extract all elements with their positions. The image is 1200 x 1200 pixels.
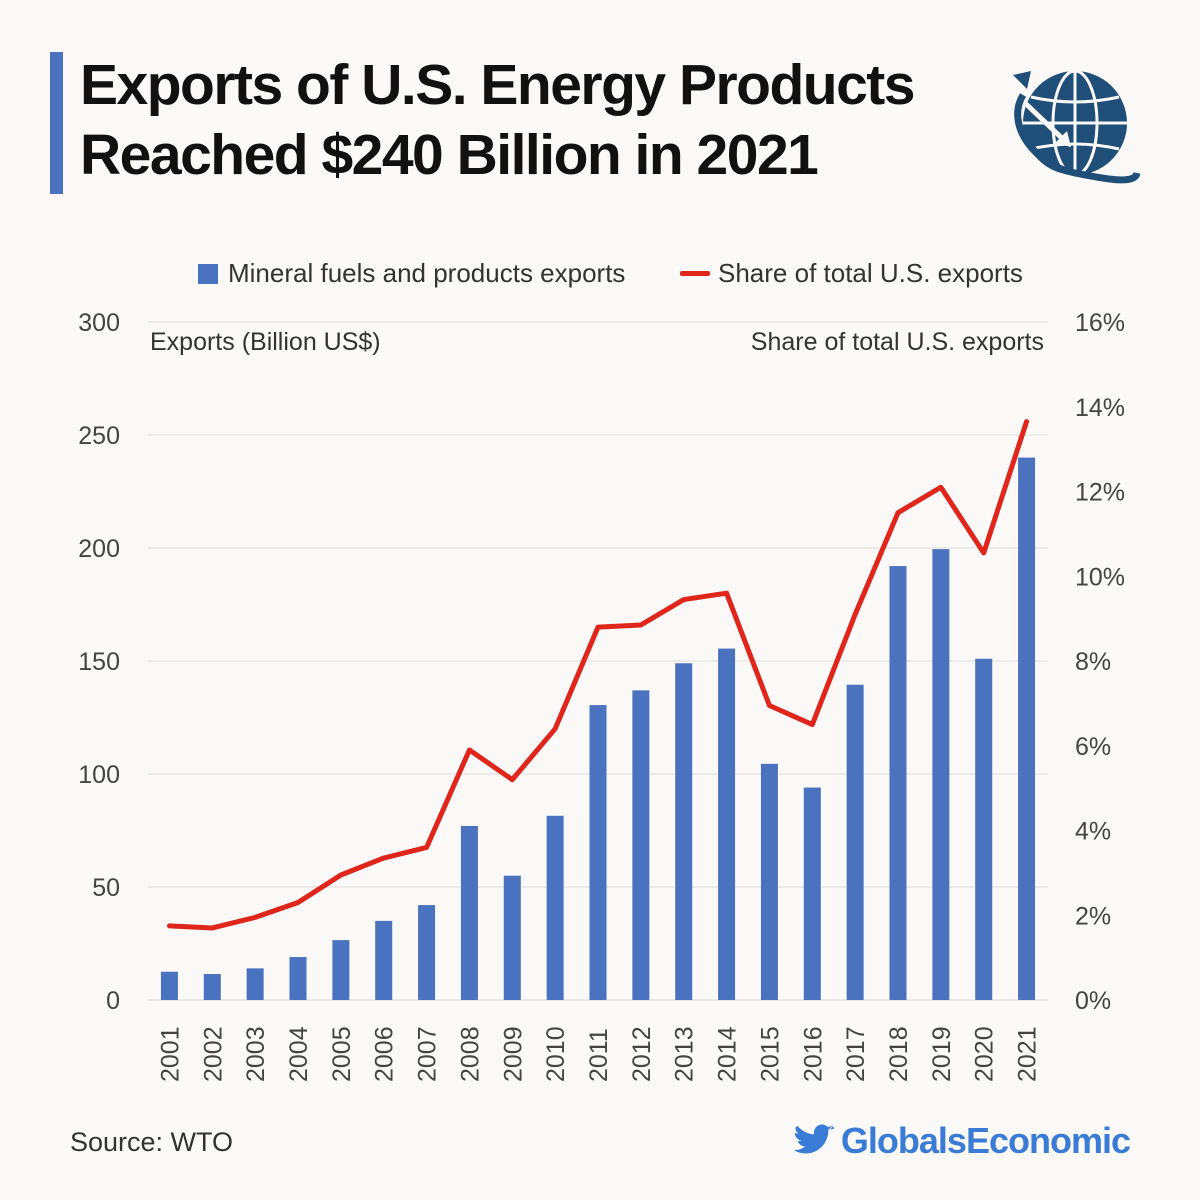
twitter-bird-icon	[794, 1124, 835, 1154]
legend-item-bars: Mineral fuels and products exports	[198, 258, 625, 289]
x-tick-label: 2018	[885, 1026, 913, 1082]
bar	[718, 648, 736, 1000]
x-tick-label: 2002	[199, 1026, 227, 1082]
bar	[589, 705, 607, 1000]
x-tick-label: 2012	[628, 1026, 656, 1082]
bar	[632, 690, 650, 1000]
y-tick-label: 100	[78, 761, 120, 789]
y-tick-label: 150	[78, 648, 120, 676]
brand-signature: GlobalsEconomic	[794, 1120, 1131, 1162]
bar	[246, 968, 264, 1000]
bar	[760, 763, 778, 1000]
x-tick-label: 2015	[756, 1026, 784, 1082]
legend-label-bars: Mineral fuels and products exports	[228, 258, 626, 288]
legend-bar-swatch	[198, 263, 218, 284]
x-tick-label: 2013	[671, 1026, 699, 1082]
y-tick-label: 0	[106, 987, 120, 1015]
y-tick-label: 50	[92, 874, 120, 902]
bar	[332, 940, 350, 1000]
bar	[203, 974, 221, 1000]
bar	[975, 658, 993, 1000]
y2-tick-label: 10%	[1075, 563, 1125, 591]
bar	[803, 787, 821, 1000]
y-tick-label: 250	[78, 422, 120, 450]
x-tick-label: 2010	[542, 1026, 570, 1082]
y2-tick-label: 0%	[1075, 987, 1111, 1015]
title-line-2: Reached $240 Billion in 2021	[80, 123, 819, 187]
legend-item-line: Share of total U.S. exports	[680, 258, 1023, 289]
y-axis-title: Exports (Billion US$)	[150, 328, 381, 356]
y2-tick-label: 2%	[1075, 902, 1111, 930]
bar	[889, 566, 907, 1000]
y2-tick-label: 4%	[1075, 818, 1111, 846]
bar	[289, 957, 307, 1000]
y2-tick-label: 16%	[1075, 309, 1125, 337]
bar	[932, 549, 950, 1000]
y2-axis-title: Share of total U.S. exports	[751, 328, 1044, 356]
x-tick-label: 2003	[242, 1026, 270, 1082]
y2-tick-label: 6%	[1075, 733, 1111, 761]
bar	[675, 663, 693, 1000]
x-tick-label: 2007	[414, 1026, 442, 1082]
y2-tick-label: 8%	[1075, 648, 1111, 676]
y2-tick-label: 14%	[1075, 394, 1125, 422]
x-tick-label: 2016	[799, 1026, 827, 1082]
globe-arrow-icon	[1013, 69, 1141, 184]
source-note: Source: WTO	[70, 1127, 234, 1157]
page-title: Exports of U.S. Energy Products Reached …	[80, 50, 980, 190]
x-tick-label: 2001	[156, 1026, 184, 1082]
bar	[1018, 457, 1036, 1001]
x-tick-label: 2006	[371, 1026, 399, 1082]
x-tick-label: 2019	[928, 1026, 956, 1082]
x-tick-label: 2005	[328, 1026, 356, 1082]
x-tick-label: 2017	[842, 1026, 870, 1082]
bar	[375, 920, 393, 1000]
x-tick-label: 2020	[971, 1026, 999, 1082]
chart-legend: Mineral fuels and products exports Share…	[0, 258, 1200, 298]
bar	[160, 971, 178, 1000]
brand-name: GlobalsEconomic	[840, 1120, 1131, 1161]
y-tick-label: 300	[78, 309, 120, 337]
x-tick-label: 2021	[1014, 1026, 1042, 1082]
x-tick-label: 2009	[499, 1026, 527, 1082]
bar	[418, 905, 436, 1000]
bar	[846, 684, 864, 1000]
bar	[546, 815, 564, 1000]
legend-line-swatch	[680, 271, 710, 276]
x-tick-label: 2004	[285, 1026, 313, 1082]
x-tick-label: 2011	[585, 1028, 613, 1082]
title-accent-bar	[50, 52, 63, 194]
bar	[460, 825, 478, 1000]
y-tick-label: 200	[78, 535, 120, 563]
bar	[503, 875, 521, 1000]
legend-label-line: Share of total U.S. exports	[718, 258, 1023, 288]
x-tick-label: 2008	[456, 1026, 484, 1082]
x-tick-label: 2014	[714, 1026, 742, 1082]
title-line-1: Exports of U.S. Energy Products	[80, 53, 916, 117]
y2-tick-label: 12%	[1075, 479, 1125, 507]
